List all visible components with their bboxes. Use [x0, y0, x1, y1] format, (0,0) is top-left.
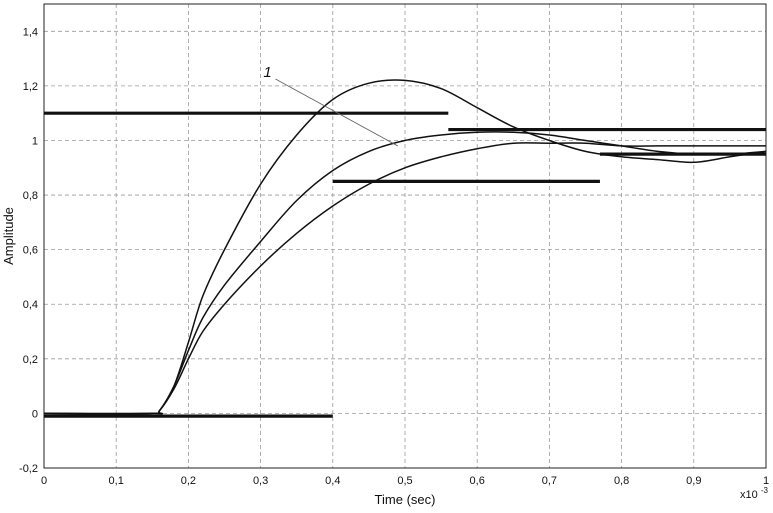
y-tick-labels: -0,2 0 0,2 0,4 0,6 0,8 1 1,2 1,4 — [19, 26, 38, 475]
x-axis-multiplier: x10 -3 — [740, 486, 768, 501]
annotation-label: 1 — [263, 64, 271, 81]
annotation: 1 — [263, 64, 398, 147]
series-line-3 — [43, 142, 766, 415]
x-tick-label: 0,7 — [542, 475, 557, 487]
y-tick-label: -0,2 — [19, 463, 38, 475]
x-tick-label: 0 — [41, 475, 47, 487]
y-tick-label: 1 — [32, 135, 38, 147]
y-tick-label: 0,4 — [23, 299, 38, 311]
spec-bounds — [44, 111, 766, 418]
x-tick-label: 0,5 — [397, 475, 412, 487]
x-tick-label: 0,3 — [253, 475, 268, 487]
series-line-2 — [43, 131, 767, 415]
y-tick-label: 1,2 — [23, 81, 38, 93]
x-axis-multiplier-base: x10 — [740, 489, 758, 501]
y-tick-label: 0,8 — [23, 190, 38, 202]
x-tick-label: 0,2 — [181, 475, 196, 487]
plot-frame — [43, 3, 767, 469]
x-tick-label: 0,6 — [470, 475, 485, 487]
x-tick-label: 0,9 — [686, 475, 701, 487]
x-axis-multiplier-exponent: -3 — [761, 486, 769, 495]
y-tick-label: 0,6 — [23, 245, 38, 257]
grid-lines — [44, 4, 766, 468]
y-axis-label: Amplitude — [1, 207, 16, 265]
x-axis-label: Time (sec) — [375, 492, 436, 507]
x-tick-label: 0,1 — [109, 475, 124, 487]
x-tick-labels: 0 0,1 0,2 0,3 0,4 0,5 0,6 0,7 0,8 0,9 1 — [41, 475, 769, 487]
annotation-leader-line — [275, 78, 398, 147]
y-tick-label: 0 — [32, 408, 38, 420]
x-tick-label: 0,8 — [614, 475, 629, 487]
y-tick-label: 0,2 — [23, 354, 38, 366]
y-tick-label: 1,4 — [23, 26, 38, 38]
response-curves — [43, 79, 767, 415]
x-tick-label: 1 — [763, 475, 769, 487]
x-tick-label: 0,4 — [325, 475, 340, 487]
